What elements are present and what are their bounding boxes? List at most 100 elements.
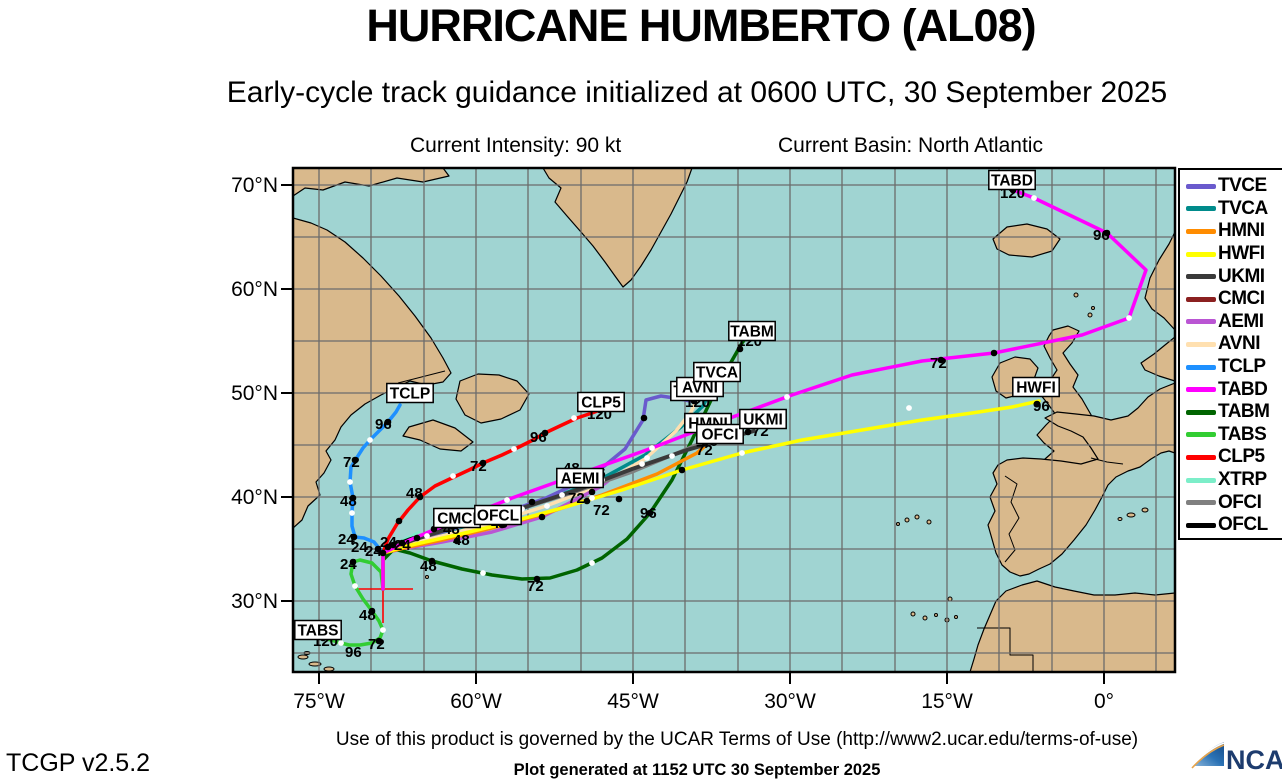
waypoint-dot-white (338, 640, 344, 646)
waypoint-dot-black (937, 356, 945, 364)
waypoint-dot-black (379, 549, 387, 557)
waypoint-dot-black (533, 575, 541, 583)
model-box-clp5 (577, 391, 625, 413)
model-box-tabd (988, 169, 1036, 191)
waypoint-dot-white (424, 533, 430, 539)
waypoint-dot-black (538, 513, 546, 521)
hour-label: 96 (1093, 227, 1110, 244)
hour-label: 72 (593, 502, 610, 519)
legend-label: XTRP (1218, 469, 1267, 491)
hour-label: 72 (930, 355, 947, 372)
model-box-tclp (386, 382, 434, 404)
hour-label: 72 (368, 636, 385, 653)
model-box-label: TABM (730, 324, 774, 341)
waypoint-dot-black (349, 494, 357, 502)
legend-label: TABM (1218, 401, 1270, 423)
legend-item-ofci: OFCI (1186, 491, 1282, 514)
legend-item-ukmi: UKMI (1186, 265, 1282, 288)
legend-swatch (1186, 341, 1216, 347)
page-title: HURRICANE HUMBERTO (AL08) (366, 0, 1036, 51)
y-axis-label: 70°N (231, 174, 278, 197)
model-name-boxes: TABSTCLPCLP5CMCIOFCLAEMITVCEAVNITVCATABM… (294, 169, 1060, 641)
legend-item-hwfi: HWFI (1186, 243, 1282, 266)
waypoint-dot-black (1033, 400, 1041, 408)
waypoint-dot-black (384, 418, 392, 426)
waypoint-dot-black (453, 537, 461, 545)
model-box-aemi (556, 467, 604, 489)
waypoint-dot-black (375, 637, 383, 645)
hour-label: 48 (406, 485, 423, 502)
hour-label: 72 (568, 490, 585, 507)
hour-label: 96 (1033, 398, 1050, 415)
legend-item-xtrp: XTRP (1186, 469, 1282, 492)
model-box-ofci (696, 423, 744, 445)
legend-item-ofcl: OFCL (1186, 514, 1282, 537)
x-axis-label: 0° (1094, 690, 1114, 713)
waypoint-dot-black (351, 456, 359, 464)
x-axis-label: 30°W (764, 690, 816, 713)
waypoint-dot-black (349, 558, 357, 566)
legend-swatch (1186, 454, 1216, 460)
waypoint-dot-black (389, 541, 397, 549)
model-box-label: HWFI (1016, 380, 1056, 397)
waypoint-dot-white (480, 570, 486, 576)
x-axis-label: 15°W (921, 690, 973, 713)
legend-item-clp5: CLP5 (1186, 446, 1282, 469)
track-map: 70°N 60°N 50°N 40°N 30°N 75°W 60°W 45°W 30°W 15°W… (231, 166, 1177, 713)
model-box-ofcl (474, 504, 522, 526)
waypoint-dot-black (1103, 229, 1111, 237)
model-box-label: TABS (297, 623, 338, 640)
legend-swatch (1186, 251, 1216, 257)
legend-label: HMNI (1218, 220, 1265, 242)
legend-label: TCLP (1218, 356, 1266, 378)
hour-label: 48 (420, 558, 437, 575)
waypoint-dot-white (589, 560, 595, 566)
hour-label: 72 (527, 578, 544, 595)
model-box-label: UKMI (743, 412, 783, 429)
legend-swatch (1186, 500, 1216, 506)
land-newfoundland (455, 373, 530, 424)
legend-label: OFCL (1218, 514, 1268, 536)
legend-item-tabd: TABD (1186, 378, 1282, 401)
hour-label: 96 (640, 505, 657, 522)
track-clp5 (381, 408, 602, 591)
small-islands (297, 292, 1149, 672)
waypoint-dot-white (589, 495, 595, 501)
legend-label: HWFI (1218, 243, 1265, 265)
waypoint-dot-black (736, 345, 744, 353)
map-axes: 70°N 60°N 50°N 40°N 30°N 75°W 60°W 45°W 30°W 15°W… (231, 174, 1114, 713)
waypoint-dot-white (1031, 195, 1037, 201)
ncar-logo: NCAR (1191, 742, 1282, 775)
legend-item-tabs: TABS (1186, 424, 1282, 447)
waypoint-dot-white (380, 627, 386, 633)
hour-label: 48 (340, 493, 357, 510)
model-box-tvca (693, 361, 741, 383)
legend-item-cmci: CMCI (1186, 288, 1282, 311)
model-box-label: OFCL (477, 508, 519, 525)
legend-label: OFCI (1218, 491, 1262, 513)
waypoint-dot-black (416, 493, 424, 501)
waypoint-dot-black (368, 607, 376, 615)
land-north-africa (969, 580, 1175, 672)
model-box-label: TABD (991, 173, 1033, 190)
legend-label: TVCE (1218, 175, 1267, 197)
waypoint-dot-white (347, 479, 353, 485)
waypoint-dot-black (615, 495, 623, 503)
hour-label: 72 (470, 458, 487, 475)
hour-label: 24 (380, 534, 397, 551)
land-greenland (542, 168, 693, 288)
legend-label: TABD (1218, 378, 1268, 400)
hour-label: 48 (453, 532, 470, 549)
legend-swatch (1186, 296, 1216, 302)
legend-item-tabm: TABM (1186, 401, 1282, 424)
waypoint-dot-white (669, 453, 675, 459)
model-box-tabs (294, 619, 342, 641)
waypoint-dot-white (644, 455, 650, 461)
waypoint-dot-black (350, 533, 358, 541)
model-box-label: TVCA (696, 365, 738, 382)
ncar-logo-text: NCAR (1226, 745, 1282, 775)
waypoint-dot-white (571, 415, 577, 421)
model-box-label: TCLP (390, 386, 430, 403)
model-box-label: AVNI (682, 380, 718, 397)
waypoint-dot-white (450, 473, 456, 479)
